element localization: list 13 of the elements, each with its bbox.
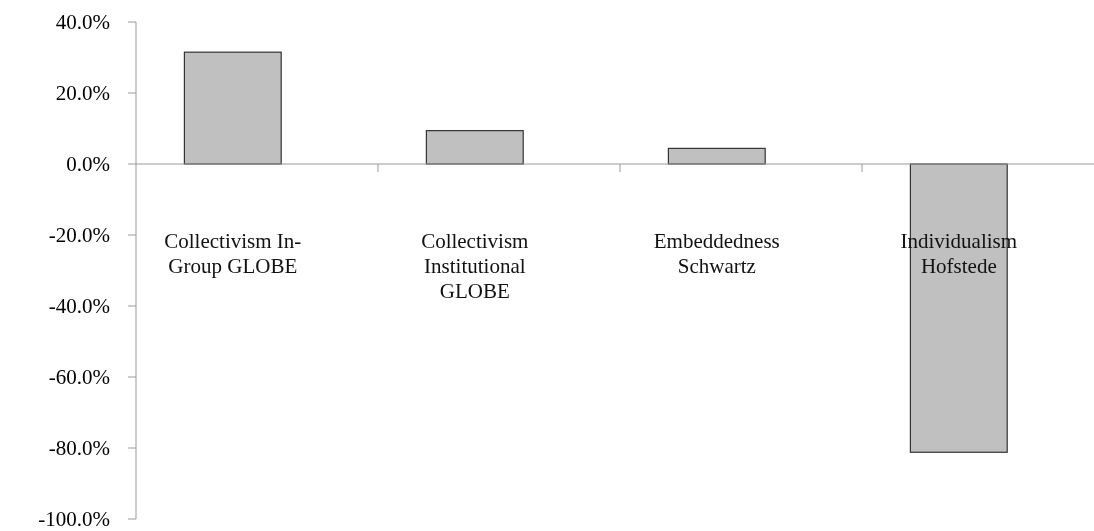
x-tick-label: Collectivism Institutional GLOBE [421, 229, 529, 303]
x-tick-label: Embeddedness Schwartz [653, 229, 780, 278]
y-tick-label: -20.0% [48, 223, 110, 248]
bar [183, 51, 282, 165]
y-tick-label: -40.0% [48, 294, 110, 319]
y-tick-label: 40.0% [55, 10, 110, 35]
y-tick-label: -100.0% [38, 507, 110, 531]
y-tick-label: -60.0% [48, 365, 110, 390]
bar [425, 130, 524, 165]
y-tick-label: -80.0% [48, 436, 110, 461]
y-tick-label: 20.0% [55, 81, 110, 106]
x-tick-label: Collectivism In-Group GLOBE [164, 229, 302, 278]
y-tick-label: 0.0% [66, 152, 110, 177]
